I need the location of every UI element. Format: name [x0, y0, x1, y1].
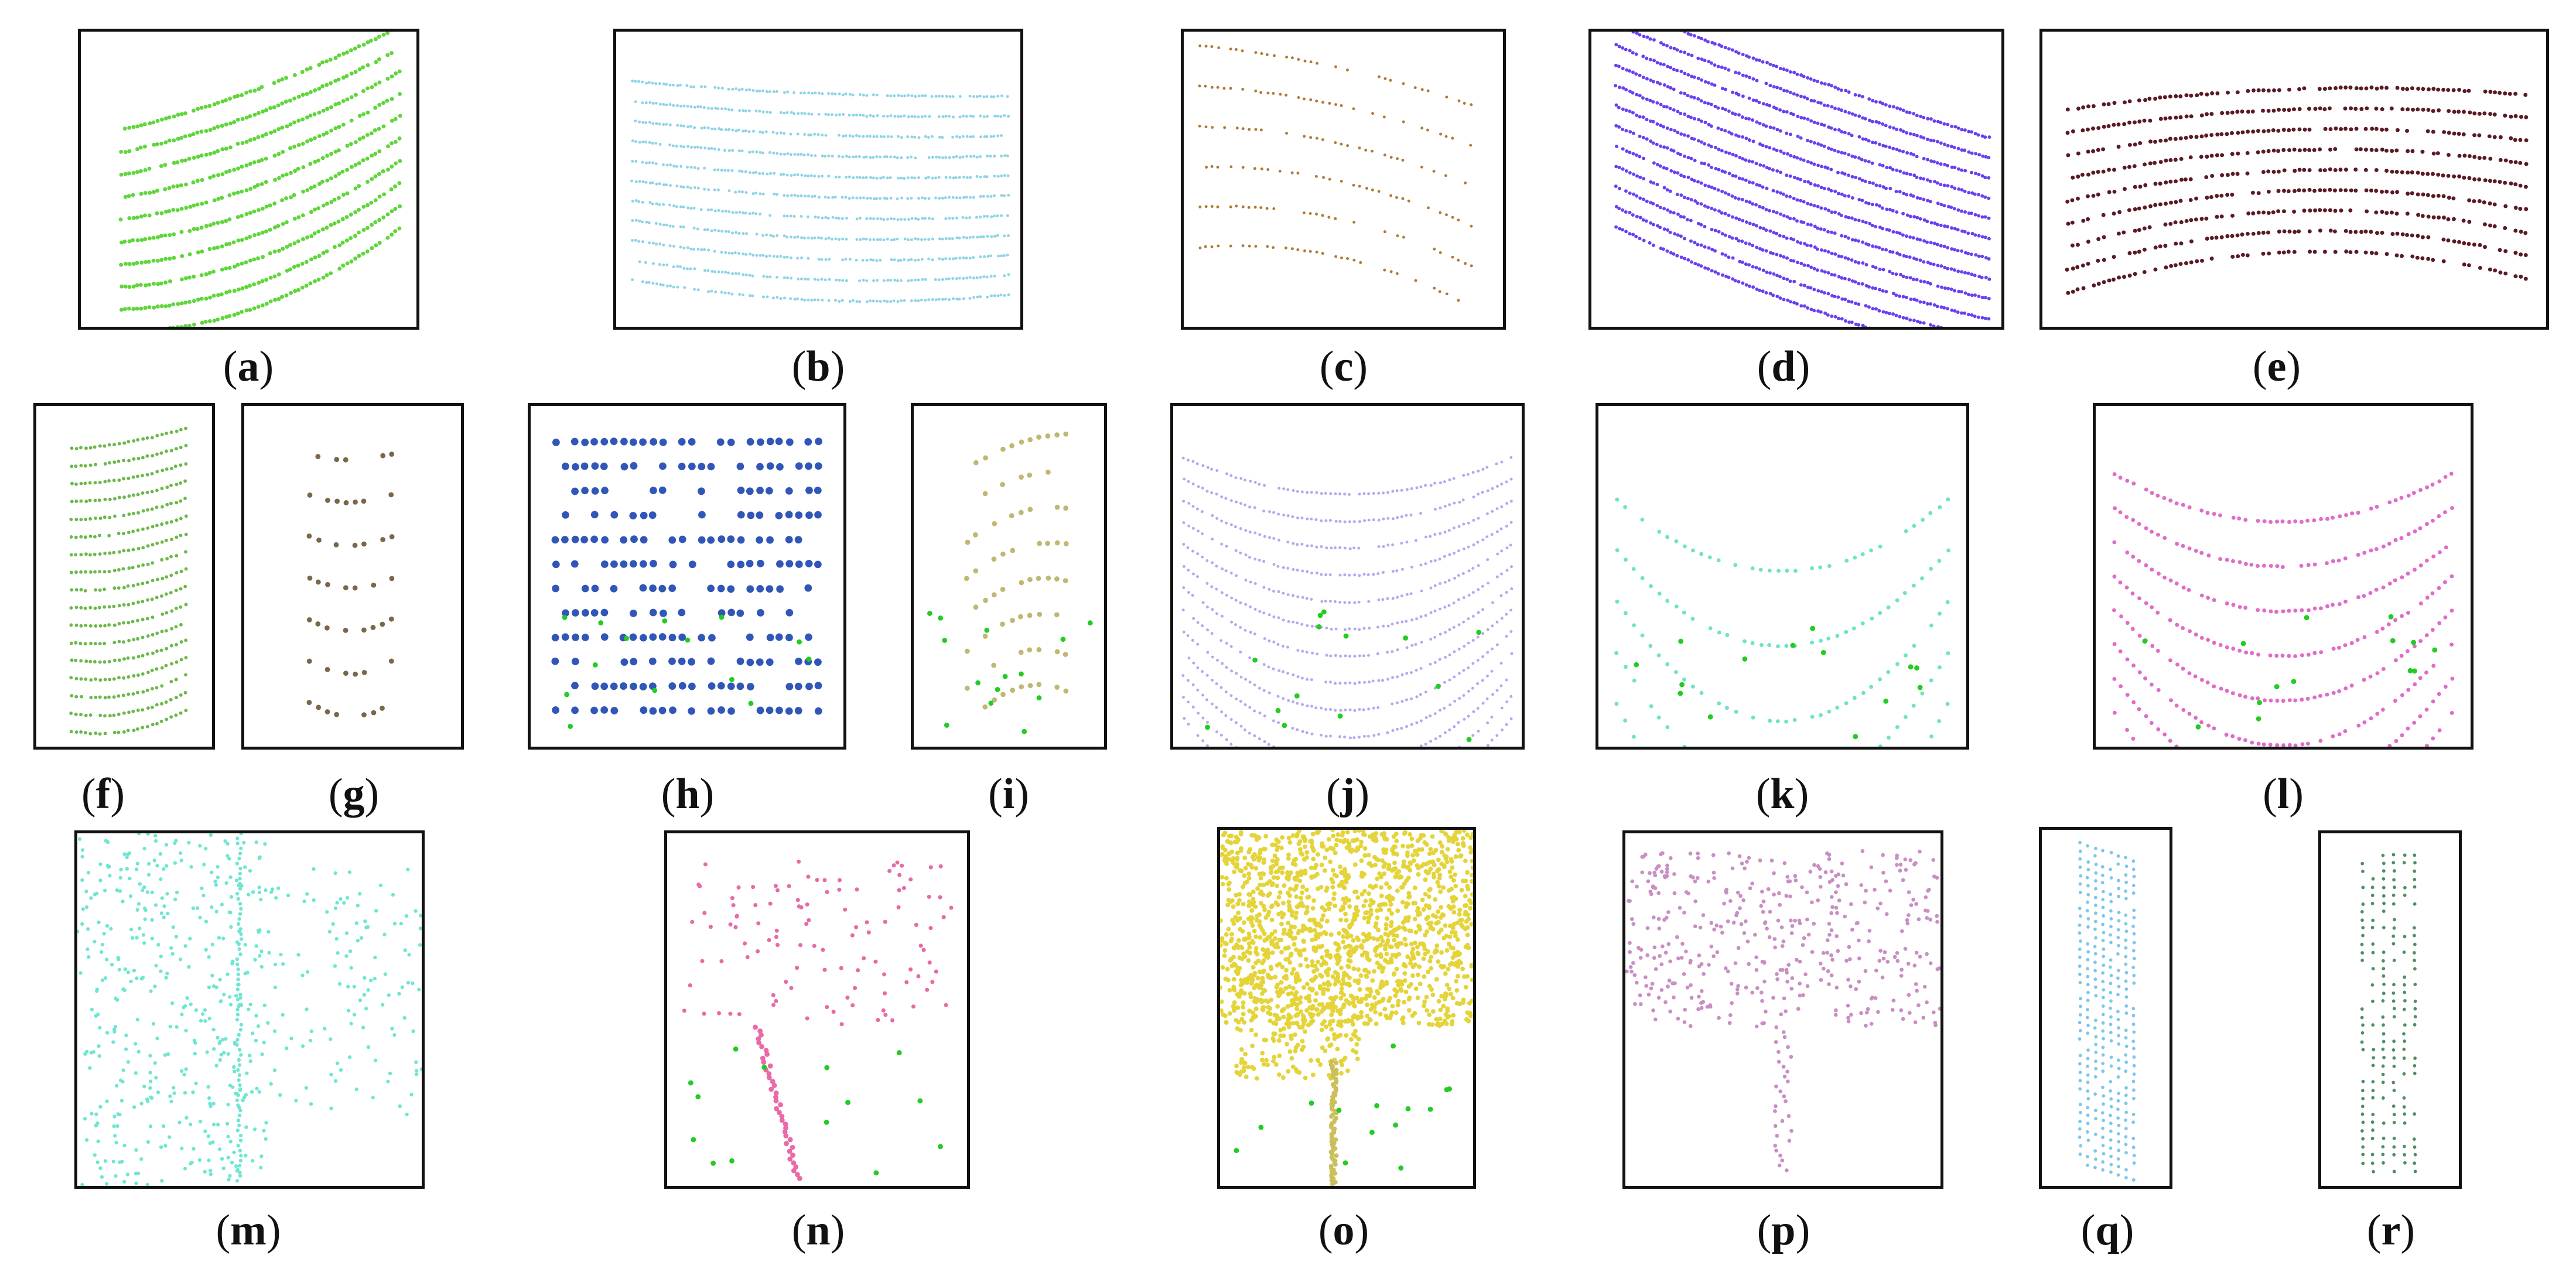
caption-c: (c) — [1319, 343, 1368, 391]
point-cloud-q — [2078, 840, 2136, 1182]
panel-p — [1622, 830, 1943, 1189]
point-cloud-n — [682, 859, 954, 1181]
point-cloud-g — [306, 452, 395, 718]
point-cloud-c — [1198, 44, 1473, 302]
caption-d: (d) — [1757, 343, 1810, 391]
caption-n: (n) — [791, 1206, 845, 1254]
point-cloud-k — [1614, 497, 1951, 747]
caption-e: (e) — [2252, 343, 2301, 391]
caption-p: (p) — [1757, 1206, 1810, 1254]
point-cloud-a — [118, 32, 402, 327]
point-cloud-j — [1181, 456, 1514, 747]
caption-i: (i) — [988, 770, 1029, 818]
caption-r: (r) — [2366, 1206, 2416, 1254]
point-cloud-d — [1614, 32, 1991, 327]
caption-g: (g) — [328, 770, 380, 818]
panel-f — [33, 403, 215, 750]
point-cloud-m — [77, 833, 422, 1186]
panel-c — [1181, 29, 1506, 330]
panel-d — [1588, 29, 2004, 330]
caption-f: (f) — [81, 770, 125, 818]
panel-g — [241, 403, 464, 750]
panel-l — [2093, 403, 2473, 750]
panel-m — [74, 830, 425, 1189]
caption-l: (l) — [2263, 770, 2304, 818]
caption-j: (j) — [1326, 770, 1369, 818]
point-cloud-f — [69, 426, 188, 736]
panel-n — [664, 830, 970, 1189]
point-cloud-p — [1625, 849, 1940, 1172]
point-cloud-o — [1220, 830, 1473, 1186]
panel-e — [2039, 29, 2549, 330]
point-cloud-l — [2112, 471, 2455, 747]
caption-m: (m) — [216, 1206, 281, 1254]
caption-o: (o) — [1318, 1206, 1369, 1254]
caption-h: (h) — [661, 770, 715, 818]
panel-i — [911, 403, 1107, 750]
panel-a — [78, 29, 419, 330]
caption-b: (b) — [791, 343, 845, 391]
point-cloud-r — [2360, 853, 2417, 1174]
panel-o — [1217, 827, 1476, 1189]
point-cloud-h — [551, 437, 822, 729]
panel-b — [613, 29, 1023, 330]
panel-k — [1596, 403, 1969, 750]
caption-a: (a) — [223, 343, 274, 391]
point-cloud-i — [927, 431, 1093, 734]
caption-k: (k) — [1755, 770, 1809, 818]
point-cloud-b — [630, 79, 1010, 303]
panel-j — [1170, 403, 1525, 750]
panel-q — [2039, 827, 2172, 1189]
panel-r — [2318, 830, 2462, 1189]
caption-q: (q) — [2080, 1206, 2134, 1254]
point-cloud-e — [2065, 85, 2529, 295]
panel-h — [528, 403, 846, 750]
